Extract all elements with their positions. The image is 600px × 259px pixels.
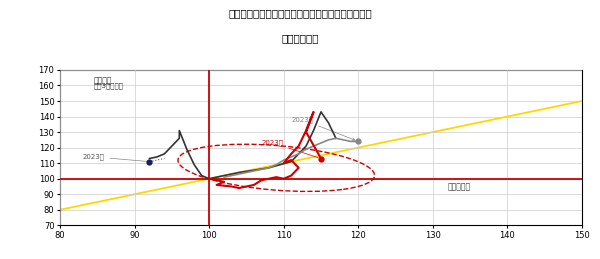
Text: 図表４．　年齢階層別都区部人口・転出人口指数化: 図表４． 年齢階層別都区部人口・転出人口指数化 (228, 8, 372, 18)
Text: 転出人口: 転出人口 (94, 76, 112, 85)
Text: 都区部人口: 都区部人口 (448, 183, 471, 192)
Text: 周辺3県・都下: 周辺3県・都下 (94, 82, 124, 89)
Text: 2023年: 2023年 (291, 116, 355, 140)
Text: 2023年: 2023年 (262, 140, 319, 158)
Text: （一部再掲）: （一部再掲） (281, 34, 319, 44)
Text: 2023年: 2023年 (82, 154, 147, 161)
